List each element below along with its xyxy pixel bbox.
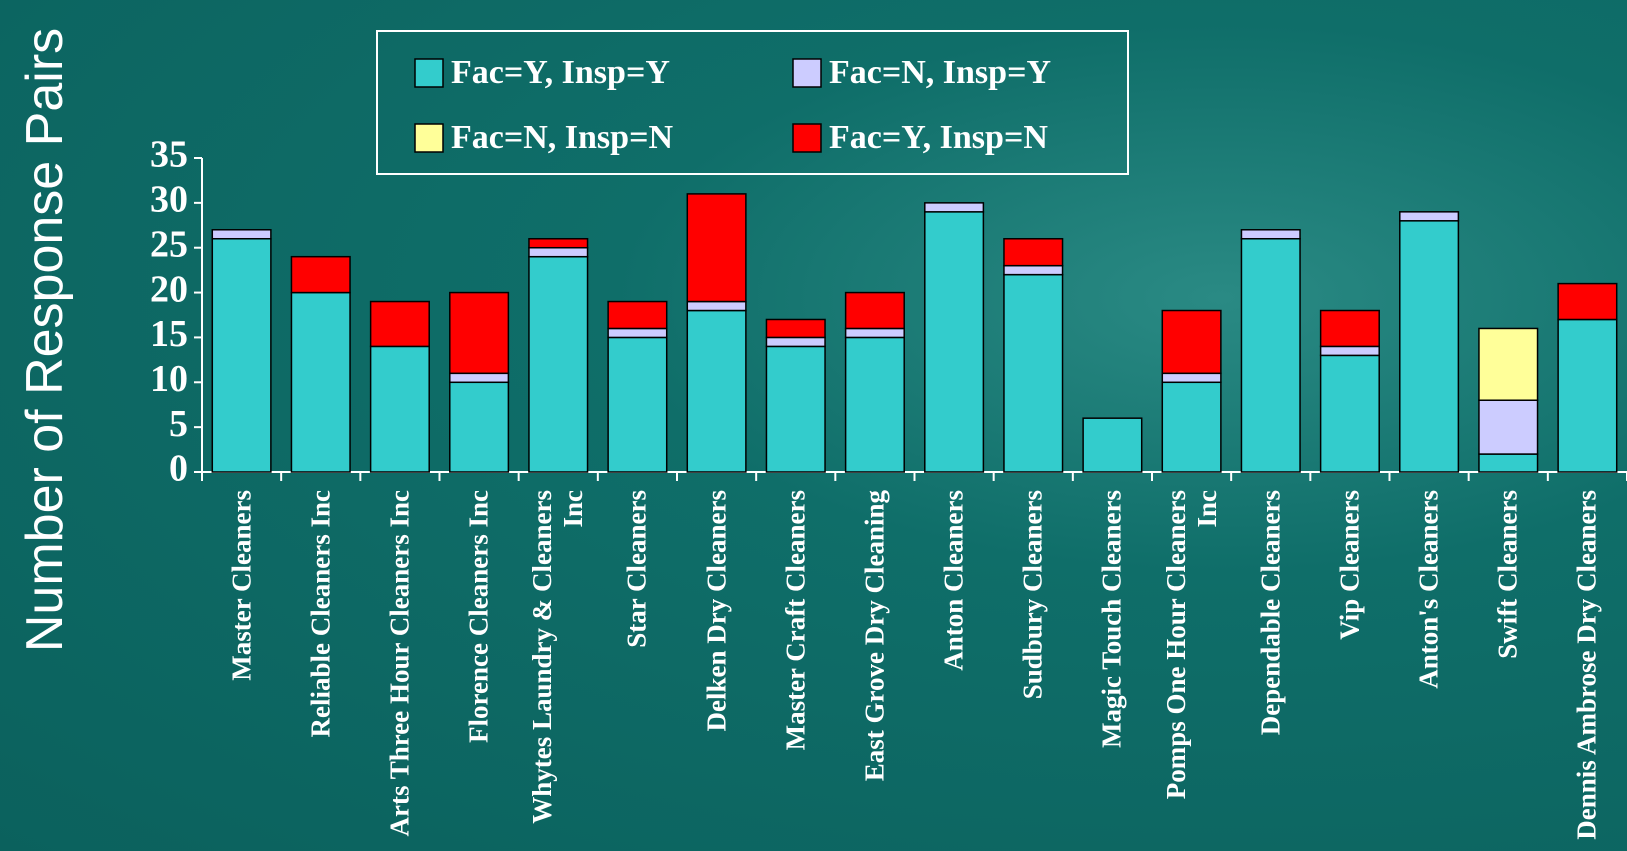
legend-label: Fac=Y, Insp=Y bbox=[451, 54, 670, 91]
bar-segment bbox=[211, 237, 272, 473]
bar-segment bbox=[1240, 229, 1301, 240]
bar-segment bbox=[1319, 354, 1380, 473]
x-tick-label: East Grove Dry Cleaning bbox=[859, 490, 890, 782]
bar-segment bbox=[449, 372, 510, 384]
x-tick-label: Swift Cleaners bbox=[1492, 490, 1523, 659]
bar-segment bbox=[449, 291, 510, 375]
legend-label: Fac=N, Insp=Y bbox=[829, 54, 1051, 91]
y-tick-label: 30 bbox=[150, 179, 188, 221]
y-tick-label: 5 bbox=[169, 403, 188, 445]
x-tick-label: Star Cleaners bbox=[621, 490, 652, 648]
x-tick-label: Dependable Cleaners bbox=[1255, 490, 1286, 736]
bar-segment bbox=[1319, 309, 1380, 348]
x-tick-label: Master Craft Cleaners bbox=[780, 490, 811, 751]
x-tick-label: Vip Cleaners bbox=[1334, 490, 1365, 640]
bar-segment bbox=[1557, 318, 1618, 473]
bar-segment bbox=[1240, 237, 1301, 473]
bar-segment bbox=[1399, 211, 1460, 222]
x-tick-label: Magic Touch Cleaners bbox=[1096, 490, 1127, 749]
bar-segment bbox=[844, 291, 905, 330]
bar-segment bbox=[1003, 273, 1064, 473]
bar-segment bbox=[1319, 345, 1380, 357]
bar-segment bbox=[607, 336, 668, 473]
y-tick-label: 15 bbox=[150, 313, 188, 355]
bar-segment bbox=[1478, 399, 1539, 455]
bar-segment bbox=[290, 291, 351, 473]
legend-swatch bbox=[414, 58, 444, 88]
bar-segment bbox=[1478, 327, 1539, 401]
bar-segment bbox=[211, 229, 272, 240]
bar-segment bbox=[449, 381, 510, 473]
y-tick-label: 0 bbox=[169, 448, 188, 490]
y-axis-title: Number of Response Pairs bbox=[16, 27, 74, 653]
x-tick-label: Anton Cleaners bbox=[938, 490, 969, 671]
y-tick-label: 20 bbox=[150, 268, 188, 310]
x-tick-label: Pomps One Hour Cleaners Inc bbox=[1160, 490, 1222, 800]
bar-segment bbox=[607, 300, 668, 330]
bar-segment bbox=[765, 318, 826, 339]
bar-segment bbox=[1082, 417, 1143, 473]
bar-segment bbox=[924, 211, 985, 473]
legend-swatch bbox=[792, 58, 822, 88]
bar-segment bbox=[528, 237, 589, 249]
x-tick-label: Florence Cleaners Inc bbox=[463, 490, 494, 743]
x-tick-label: Whytes Laundry & Cleaners Inc bbox=[527, 490, 589, 824]
bar-segment bbox=[1399, 220, 1460, 473]
bar-segment bbox=[290, 255, 351, 294]
x-tick-label: Dennis Ambrose Dry Cleaners bbox=[1571, 490, 1602, 840]
bar-segment bbox=[765, 345, 826, 473]
bar-segment bbox=[765, 336, 826, 348]
bar-segment bbox=[369, 300, 430, 348]
legend-label: Fac=N, Insp=N bbox=[451, 119, 673, 156]
bar-segment bbox=[528, 246, 589, 258]
x-tick-label: Master Cleaners bbox=[226, 490, 257, 681]
legend-swatch bbox=[414, 123, 444, 153]
bar-segment bbox=[1161, 372, 1222, 384]
bar-segment bbox=[924, 202, 985, 213]
bar-segment bbox=[1161, 309, 1222, 375]
legend-box bbox=[376, 30, 1129, 175]
bar-segment bbox=[844, 336, 905, 473]
legend-label: Fac=Y, Insp=N bbox=[829, 119, 1048, 156]
x-tick-label: Arts Three Hour Cleaners Inc bbox=[384, 490, 415, 837]
x-tick-label: Sudbury Cleaners bbox=[1017, 490, 1048, 700]
bar-segment bbox=[1478, 453, 1539, 473]
bar-segment bbox=[1557, 282, 1618, 321]
bar-segment bbox=[686, 193, 747, 303]
bar-segment bbox=[1161, 381, 1222, 473]
bar-segment bbox=[1003, 264, 1064, 276]
y-tick-label: 35 bbox=[150, 134, 188, 176]
x-tick-label: Anton's Cleaners bbox=[1413, 490, 1444, 689]
x-tick-label: Delken Dry Cleaners bbox=[701, 490, 732, 732]
bar-segment bbox=[607, 327, 668, 339]
y-tick-label: 10 bbox=[150, 358, 188, 400]
bar-segment bbox=[1003, 237, 1064, 267]
bar-segment bbox=[528, 255, 589, 473]
bar-segment bbox=[686, 300, 747, 312]
x-tick-label: Reliable Cleaners Inc bbox=[305, 490, 336, 738]
y-tick-label: 25 bbox=[150, 223, 188, 265]
bar-segment bbox=[844, 327, 905, 339]
legend-swatch bbox=[792, 123, 822, 153]
bar-segment bbox=[686, 309, 747, 473]
bar-segment bbox=[369, 345, 430, 473]
